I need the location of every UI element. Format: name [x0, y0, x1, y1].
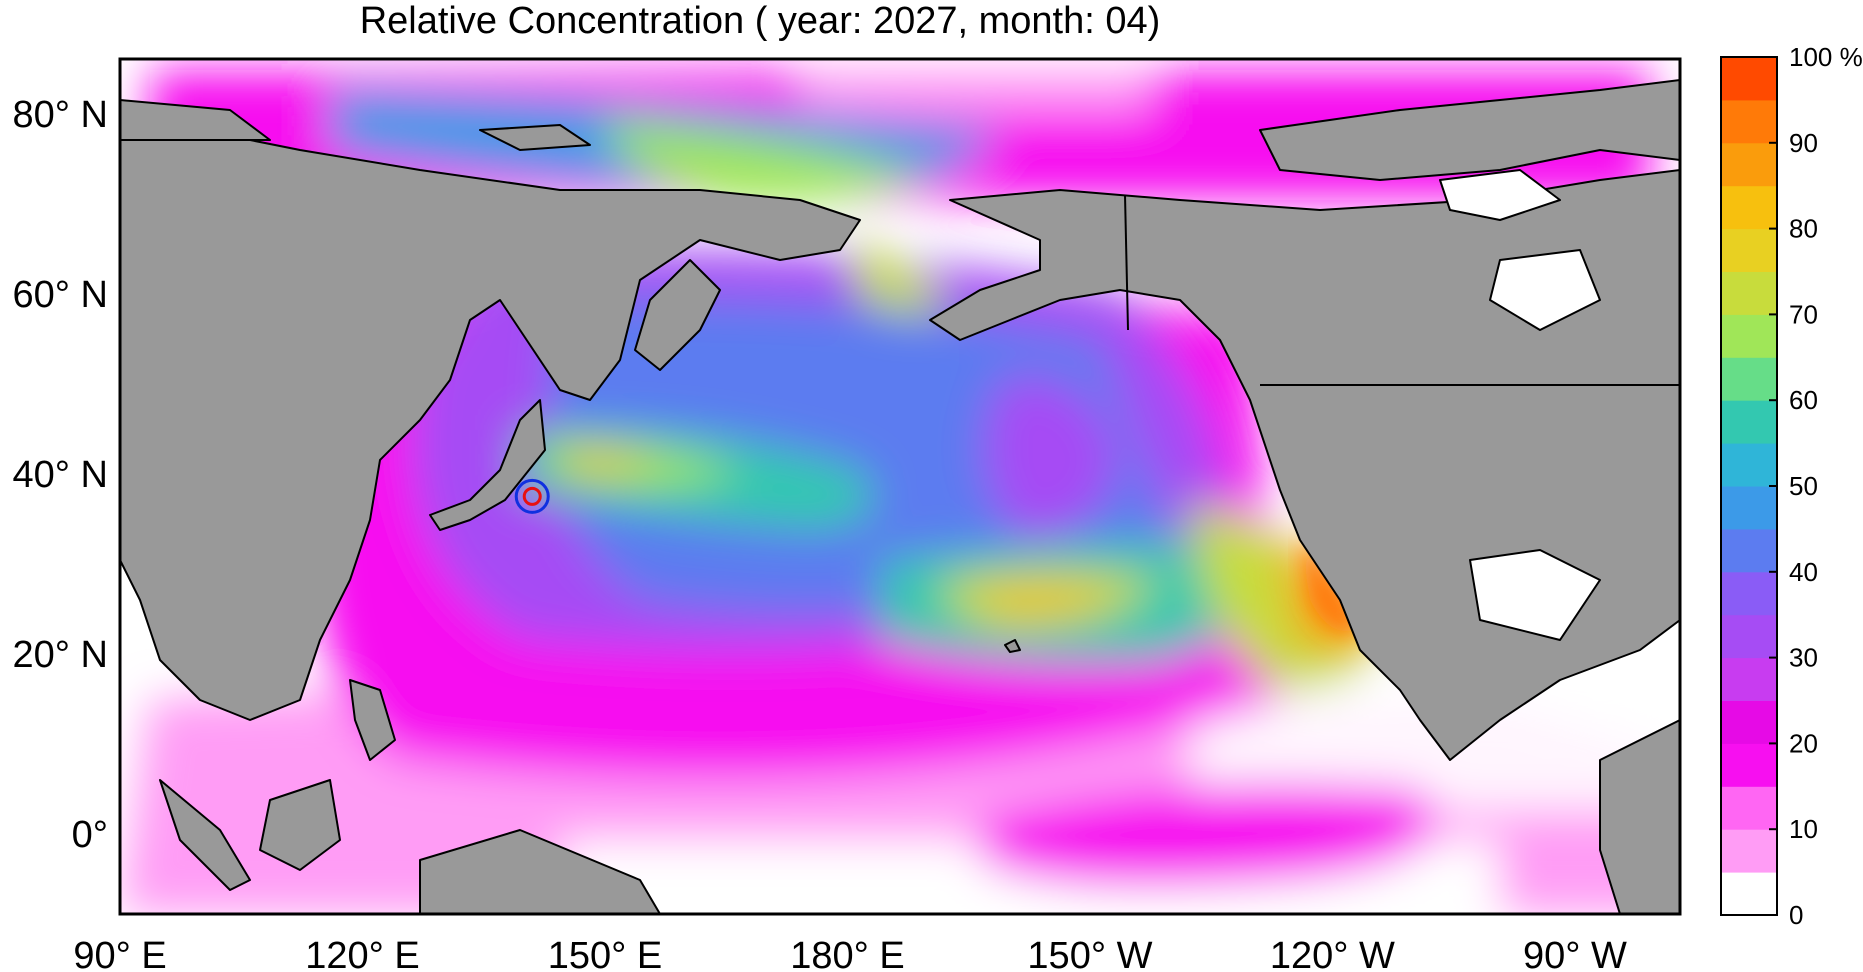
land-borneo: [259, 779, 341, 871]
map-title: Relative Concentration ( year: 2027, mon…: [359, 0, 1161, 42]
latitude-label: 80° N: [13, 94, 108, 136]
colorbar-swatch: [1721, 700, 1777, 744]
colorbar-swatch: [1721, 57, 1777, 101]
colorbar: 100 % 90 80 70 60 50 40 30 20 10 0: [1720, 42, 1863, 930]
land-lakes: [1489, 249, 1601, 331]
land-siberian-islands: [479, 124, 591, 151]
longitude-labels: 90° E 120° E 150° E 180° E 150° W 120° W 90° W: [73, 935, 1627, 972]
colorbar-swatch: [1721, 614, 1777, 659]
colorbar-label: 50: [1789, 471, 1818, 501]
colorbar-swatch: [1721, 528, 1777, 573]
land-kamchatka: [634, 259, 721, 371]
longitude-label: 180° E: [790, 935, 905, 972]
land-sumatra: [159, 779, 251, 891]
latitude-label: 0°: [72, 814, 108, 856]
colorbar-swatch: [1721, 657, 1777, 701]
colorbar-label: 40: [1789, 557, 1818, 587]
land-arctic-islands: [1259, 79, 1680, 181]
colorbar-swatch: [1721, 571, 1777, 616]
colorbar-swatch: [1721, 142, 1777, 187]
colorbar-swatch: [1721, 185, 1777, 230]
longitude-label: 150° W: [1027, 935, 1152, 972]
colorbar-swatch: [1721, 314, 1777, 358]
colorbar-label: 10: [1789, 814, 1818, 844]
colorbar-swatch: [1721, 872, 1777, 916]
colorbar-swatches: [1721, 57, 1777, 916]
colorbar-label: 0: [1789, 900, 1803, 930]
colorbar-label: 70: [1789, 299, 1818, 329]
concentration-field: [120, 59, 1680, 914]
longitude-label: 90° E: [73, 935, 166, 972]
colorbar-label: 20: [1789, 728, 1818, 758]
source-location-marker: [514, 478, 550, 514]
land-philippines: [349, 679, 396, 761]
colorbar-swatch: [1721, 786, 1777, 830]
land-japan: [429, 399, 546, 531]
longitude-label: 120° W: [1270, 935, 1395, 972]
colorbar-label: 100 %: [1789, 42, 1863, 72]
colorbar-swatch: [1721, 400, 1777, 444]
latitude-label: 20° N: [13, 634, 108, 676]
land-asia: [120, 129, 861, 721]
land-hawaii: [1004, 639, 1021, 653]
border-alaska-canada: [1124, 194, 1129, 331]
colorbar-swatch: [1721, 486, 1777, 530]
colorbar-swatch: [1721, 743, 1777, 787]
colorbar-labels: 100 % 90 80 70 60 50 40 30 20 10 0: [1769, 42, 1863, 930]
colorbar-label: 30: [1789, 643, 1818, 673]
longitude-label: 90° W: [1523, 935, 1627, 972]
latitude-label: 40° N: [13, 454, 108, 496]
colorbar-swatch: [1721, 271, 1777, 315]
longitude-label: 150° E: [548, 935, 663, 972]
land-gulf-of-mexico: [1469, 549, 1601, 641]
land-south-america: [1599, 719, 1680, 914]
latitude-label: 60° N: [13, 274, 108, 316]
colorbar-label: 90: [1789, 128, 1818, 158]
land-hudson-bay: [1439, 169, 1561, 221]
colorbar-swatch: [1721, 99, 1777, 144]
colorbar-swatch: [1721, 228, 1777, 272]
colorbar-label: 60: [1789, 385, 1818, 415]
latitude-labels: 80° N 60° N 40° N 20° N 0°: [13, 94, 108, 856]
land-taymyr: [120, 99, 271, 141]
colorbar-swatch: [1721, 357, 1777, 401]
land-masses: [120, 79, 1680, 914]
longitude-label: 120° E: [305, 935, 420, 972]
map-frame: [118, 57, 1682, 916]
colorbar-label: 80: [1789, 214, 1818, 244]
colorbar-swatch: [1721, 443, 1777, 487]
colorbar-swatch: [1721, 829, 1777, 873]
land-new-guinea: [419, 829, 661, 914]
